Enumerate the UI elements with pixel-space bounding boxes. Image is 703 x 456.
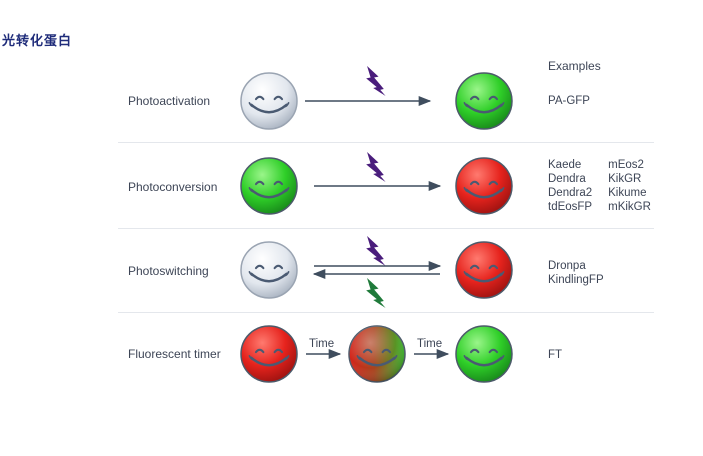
face-gray-icon xyxy=(240,72,298,130)
example-protein: tdEosFP xyxy=(548,201,593,213)
example-protein: Kaede xyxy=(548,159,582,171)
example-protein: KindlingFP xyxy=(548,274,604,286)
face-gray-icon xyxy=(240,241,298,299)
face-green-icon xyxy=(455,325,513,383)
examples-column: mEos2 KikGR Kikume mKikGR xyxy=(608,158,651,214)
row-label-photoactivation: Photoactivation xyxy=(128,94,211,108)
lightning-bolt-icon xyxy=(366,152,386,182)
face-red-icon xyxy=(240,325,298,383)
example-protein: Dendra xyxy=(548,173,586,185)
examples-column: Kaede Dendra Dendra2 tdEosFP xyxy=(548,158,592,214)
examples-photoconversion: Kaede Dendra Dendra2 tdEosFP mEos2 KikGR… xyxy=(548,158,651,214)
examples-photoswitching: Dronpa KindlingFP xyxy=(548,259,604,287)
example-protein: mEos2 xyxy=(608,159,644,171)
examples-column: PA-GFP xyxy=(548,94,590,108)
row-divider xyxy=(118,312,654,313)
example-protein: KikGR xyxy=(608,173,642,185)
example-protein: mKikGR xyxy=(608,201,651,213)
examples-column: FT xyxy=(548,348,562,362)
lightning-bolt-icon xyxy=(366,66,386,96)
example-protein: Dronpa xyxy=(548,260,586,272)
row-label-photoswitching: Photoswitching xyxy=(128,264,209,278)
time-label: Time xyxy=(417,338,443,350)
row-divider xyxy=(118,228,654,229)
examples-photoactivation: PA-GFP xyxy=(548,94,590,108)
face-green-icon xyxy=(455,72,513,130)
face-red-icon xyxy=(455,241,513,299)
examples-column: Dronpa KindlingFP xyxy=(548,259,604,287)
example-protein: PA-GFP xyxy=(548,95,590,107)
row-divider xyxy=(118,142,654,143)
examples-fluorescent-timer: FT xyxy=(548,348,562,362)
page-title: 光转化蛋白 xyxy=(2,34,73,49)
lightning-bolt-icon xyxy=(366,236,386,266)
example-protein: FT xyxy=(548,349,563,361)
example-protein: Kikume xyxy=(608,187,647,199)
row-label-photoconversion: Photoconversion xyxy=(128,180,218,194)
face-red-icon xyxy=(455,157,513,215)
examples-header: Examples xyxy=(548,59,601,73)
lightning-bolt-icon xyxy=(366,278,386,308)
time-label: Time xyxy=(309,338,335,350)
face-green-icon xyxy=(240,157,298,215)
example-protein: Dendra2 xyxy=(548,187,593,199)
face-red-green-icon xyxy=(348,325,406,383)
row-label-fluorescent-timer: Fluorescent timer xyxy=(128,347,221,361)
